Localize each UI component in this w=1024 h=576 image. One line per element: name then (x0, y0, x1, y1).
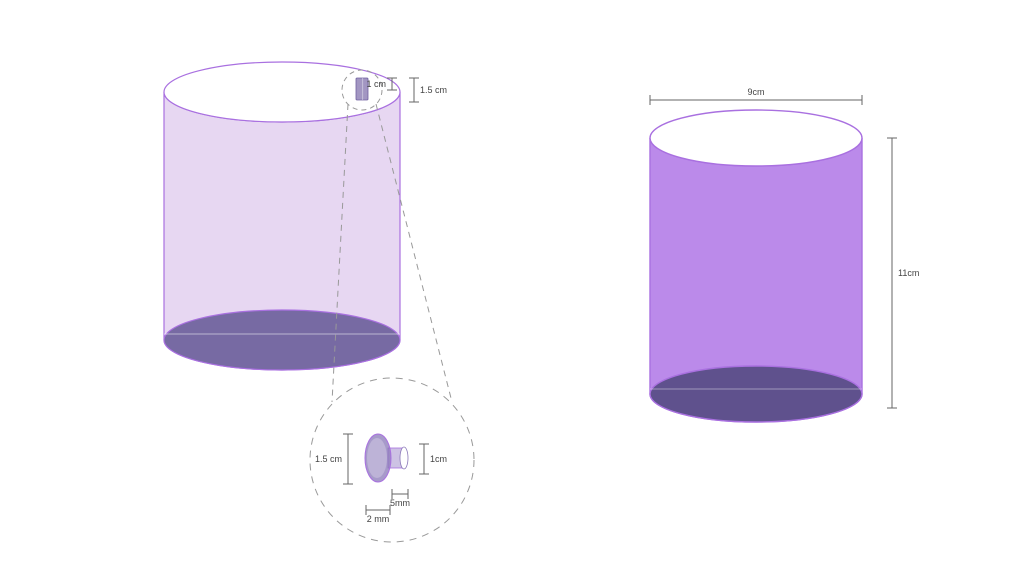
dim-right-height-label: 11cm (898, 268, 919, 278)
dim-detail-5mm: 5mm (390, 489, 410, 508)
dim-detail-2mm: 2 mm (366, 505, 390, 524)
dim-detail-2mm-label: 2 mm (367, 514, 390, 524)
dim-detail-1-5cm: 1.5 cm (315, 434, 353, 484)
dim-detail-1-5cm-label: 1.5 cm (315, 454, 342, 464)
dim-rim-1cm-label: 1 cm (366, 79, 386, 89)
dim-right-width-label: 9cm (747, 87, 764, 97)
dim-rim-1-5cm: 1.5 cm (409, 78, 447, 102)
dim-rim-1cm: 1 cm (366, 78, 397, 90)
right-cylinder (650, 110, 862, 422)
left-cylinder (164, 62, 400, 370)
dim-detail-1cm: 1cm (419, 444, 447, 474)
dim-right-width: 9cm (650, 87, 862, 105)
dim-right-height: 11cm (887, 138, 919, 408)
dim-detail-1cm-label: 1cm (430, 454, 447, 464)
dim-rim-1-5cm-label: 1.5 cm (420, 85, 447, 95)
dim-detail-5mm-label: 5mm (390, 498, 410, 508)
